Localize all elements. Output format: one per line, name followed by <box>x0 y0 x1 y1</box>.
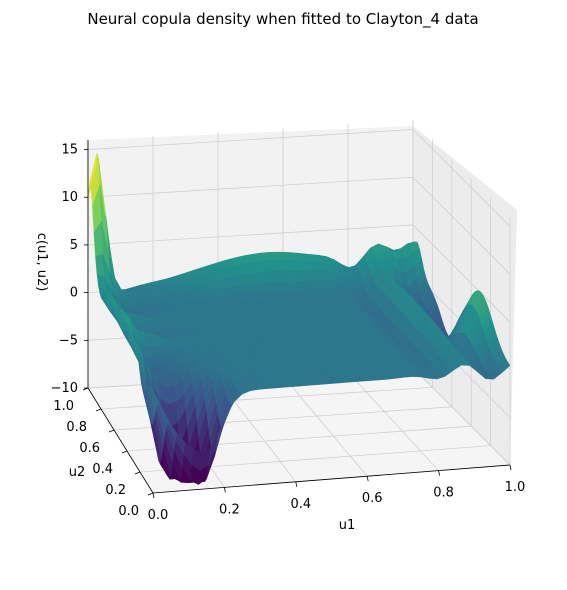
y-tick-mark <box>108 429 115 433</box>
x-tick-mark <box>438 470 440 476</box>
chart-title: Neural copula density when fitted to Cla… <box>87 10 478 29</box>
x-tick-label: 1.0 <box>505 480 526 495</box>
z-tick-label: 0 <box>70 286 78 301</box>
z-gridline <box>87 224 511 323</box>
x-tick-label: 0.4 <box>290 497 311 512</box>
x-tick-mark <box>366 476 369 482</box>
x-tick-label: 0.0 <box>148 508 169 523</box>
x-axis-line <box>152 464 511 494</box>
x-tick-mark <box>152 492 155 499</box>
z-gridline <box>87 129 511 227</box>
y-tick-mark <box>95 408 102 412</box>
x-tick-mark <box>509 464 512 471</box>
y-axis-label: u2 <box>69 465 86 480</box>
y-tick-label: 0.8 <box>66 420 87 435</box>
z-tick-label: 5 <box>70 238 78 253</box>
copula-density-surface <box>87 152 511 485</box>
x-tick-mark <box>224 487 226 493</box>
y-tick-label: 0.4 <box>92 462 113 477</box>
z-gridline <box>87 176 511 275</box>
x-axis-label: u1 <box>339 518 356 533</box>
z-tick-label: −5 <box>59 333 78 348</box>
y-tick-label: 0.6 <box>79 441 100 456</box>
y-tick-mark <box>121 450 128 454</box>
y-tick-mark <box>134 471 141 475</box>
floor-gridline <box>282 375 368 477</box>
x-tick-label: 0.2 <box>219 502 240 517</box>
surface-facet <box>499 361 511 374</box>
z-tick-label: 10 <box>61 190 78 205</box>
floor-gridline <box>347 371 439 471</box>
y-tick-label: 1.0 <box>53 399 74 414</box>
axes: −10 −5 0 5 10 15 0.0 0.2 0.4 0.6 0.8 1.0 0.0 0.2 0.4 0.… <box>51 140 526 523</box>
y-tick-label: 0.0 <box>118 504 139 519</box>
y-tick-mark <box>147 492 154 496</box>
z-tick-label: −10 <box>51 381 78 396</box>
y-tick-label: 0.2 <box>105 483 126 498</box>
x-tick-label: 0.8 <box>433 486 454 501</box>
z-axis-label: c(u1, u2) <box>34 233 49 292</box>
y-tick-mark <box>82 387 89 391</box>
x-tick-label: 0.6 <box>362 491 383 506</box>
z-tick-label: 15 <box>61 143 78 158</box>
y-axis-line <box>87 387 154 494</box>
x-tick-mark <box>295 481 298 487</box>
